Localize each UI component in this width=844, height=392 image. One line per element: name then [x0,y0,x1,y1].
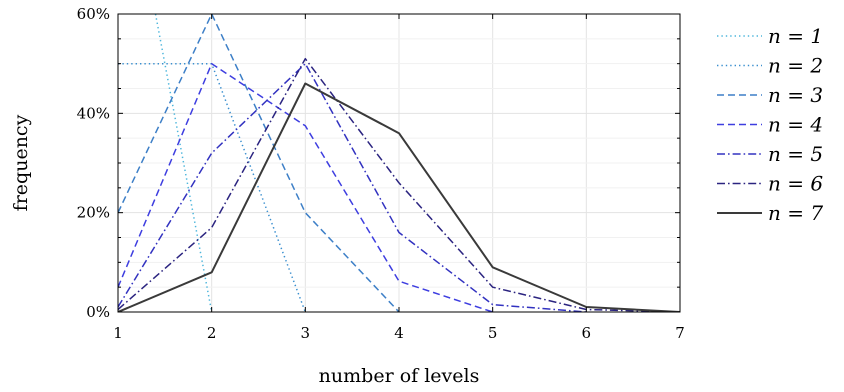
x-tick-label: 6 [582,324,592,342]
series-line-n5 [118,62,587,312]
legend-label-n2: n = 2 [768,54,823,78]
legend-label-n6: n = 6 [768,172,823,196]
y-tick-label: 40% [77,104,110,122]
x-tick-label: 1 [113,324,123,342]
x-tick-label: 5 [488,324,498,342]
grid [117,13,681,313]
x-tick-labels: 1 2 3 4 5 6 7 [113,324,685,342]
x-tick-label: 7 [675,324,685,342]
legend-label-n3: n = 3 [768,83,823,107]
y-tick-label: 0% [86,303,110,321]
legend: n = 1 n = 2 n = 3 n = 4 n = 5 n = 6 n = 7 [717,24,823,225]
y-tick-label: 20% [77,204,110,222]
axis-ticks [117,13,681,313]
x-axis-label: number of levels [319,365,480,387]
series-line-n4 [118,62,493,312]
x-tick-label: 3 [301,324,311,342]
legend-label-n4: n = 4 [768,113,823,137]
y-tick-label: 60% [77,5,110,23]
legend-label-n1: n = 1 [768,24,823,48]
legend-label-n5: n = 5 [768,142,823,166]
y-axis-label: frequency [10,114,32,211]
series-line-n3 [118,14,400,312]
x-tick-label: 4 [394,324,404,342]
y-tick-labels: 0% 20% 40% 60% [77,5,110,321]
legend-label-n7: n = 7 [768,201,823,225]
x-tick-label: 2 [207,324,217,342]
